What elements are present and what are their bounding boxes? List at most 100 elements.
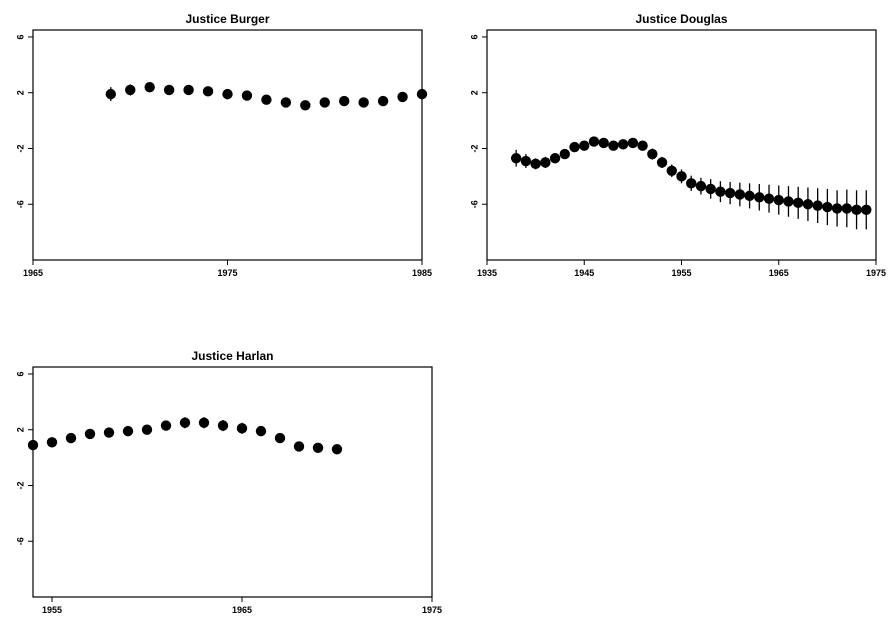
x-tick-label: 1965 — [232, 605, 252, 615]
data-point — [179, 417, 191, 428]
data-point — [549, 153, 561, 164]
data-point — [144, 81, 155, 93]
data-point — [802, 199, 814, 210]
data-point — [319, 97, 330, 108]
data-point — [734, 189, 746, 200]
data-point — [715, 186, 726, 197]
plot-frame — [32, 366, 433, 598]
y-tick-label: -6 — [15, 537, 25, 545]
x-tick-label: 1955 — [42, 605, 62, 615]
y-tick-label: -6 — [15, 200, 25, 208]
data-point — [222, 88, 233, 100]
data-point — [763, 193, 775, 204]
data-point — [416, 88, 428, 100]
data-point — [65, 432, 77, 444]
data-point — [530, 158, 541, 170]
data-point — [183, 84, 194, 96]
y-tick-label: -2 — [15, 481, 25, 489]
data-point — [656, 157, 668, 168]
data-point — [598, 137, 609, 149]
data-point — [312, 442, 324, 454]
data-point — [705, 183, 716, 195]
panel-title: Justice Burger — [185, 12, 269, 26]
data-point — [202, 86, 214, 97]
data-point — [261, 94, 272, 105]
y-tick-label: -2 — [469, 144, 479, 152]
x-tick-label: 1975 — [866, 268, 886, 278]
plot-frame — [486, 29, 877, 261]
data-point — [569, 141, 580, 153]
panel-title: Justice Douglas — [635, 12, 727, 26]
data-point — [84, 428, 96, 440]
x-tick-label: 1955 — [671, 268, 691, 278]
data-point — [773, 194, 784, 206]
x-tick-label: 1965 — [769, 268, 789, 278]
data-point — [540, 157, 551, 168]
data-point — [851, 204, 862, 216]
data-point — [125, 84, 136, 96]
y-tick-label: 6 — [15, 34, 25, 39]
data-point — [627, 137, 639, 149]
y-tick-label: 2 — [15, 90, 25, 95]
data-point — [105, 88, 117, 100]
y-tick-label: 6 — [15, 371, 25, 376]
data-point — [331, 444, 343, 455]
x-tick-label: 1975 — [217, 268, 237, 278]
data-point — [217, 420, 229, 431]
data-point — [241, 90, 253, 101]
data-point — [822, 201, 833, 213]
data-point — [358, 97, 369, 108]
data-point — [255, 425, 267, 437]
data-point — [339, 95, 350, 107]
data-point — [841, 203, 853, 214]
x-tick-label: 1935 — [477, 268, 497, 278]
data-point — [608, 140, 619, 151]
x-tick-label: 1975 — [422, 605, 442, 615]
data-point — [163, 84, 175, 96]
x-tick-label: 1965 — [23, 268, 43, 278]
data-point — [27, 439, 39, 451]
x-tick-label: 1985 — [412, 268, 432, 278]
data-point — [46, 437, 58, 448]
plot-frame — [32, 29, 423, 261]
data-point — [377, 95, 389, 107]
data-point — [141, 424, 153, 435]
data-point — [579, 140, 590, 151]
data-point — [695, 180, 707, 192]
y-tick-label: -2 — [15, 144, 25, 152]
data-point — [676, 171, 687, 182]
data-point — [744, 190, 755, 202]
data-point — [724, 187, 736, 199]
data-point — [588, 136, 600, 147]
data-point — [831, 203, 843, 214]
data-point — [122, 425, 134, 437]
data-point — [280, 97, 292, 108]
data-point — [103, 427, 115, 438]
data-point — [637, 140, 648, 151]
data-point — [686, 178, 697, 189]
data-point — [293, 441, 305, 452]
data-point — [559, 148, 570, 160]
data-point — [274, 432, 286, 444]
data-point — [617, 139, 629, 150]
data-point — [861, 204, 872, 216]
data-point — [647, 148, 658, 160]
y-tick-label: -6 — [469, 200, 479, 208]
data-point — [520, 155, 532, 167]
panel-0: Justice Burger 1965 1975 1985 6 2 -2 -6 — [15, 12, 432, 278]
y-tick-label: 2 — [469, 90, 479, 95]
data-point — [397, 91, 408, 103]
x-tick-label: 1945 — [574, 268, 594, 278]
data-point — [812, 200, 823, 211]
panel-2: Justice Harlan 1955 1965 1975 6 2 -2 -6 — [15, 349, 442, 615]
data-point — [300, 100, 311, 111]
data-point — [160, 420, 172, 431]
data-point — [666, 165, 677, 176]
panel-1: Justice Douglas 1935 1945 1955 1965 1975 6 2 -2 -… — [469, 12, 886, 278]
panel-title: Justice Harlan — [191, 349, 273, 363]
y-tick-label: 2 — [15, 427, 25, 432]
data-point — [510, 153, 522, 164]
data-point — [236, 423, 248, 434]
data-point — [198, 417, 210, 428]
